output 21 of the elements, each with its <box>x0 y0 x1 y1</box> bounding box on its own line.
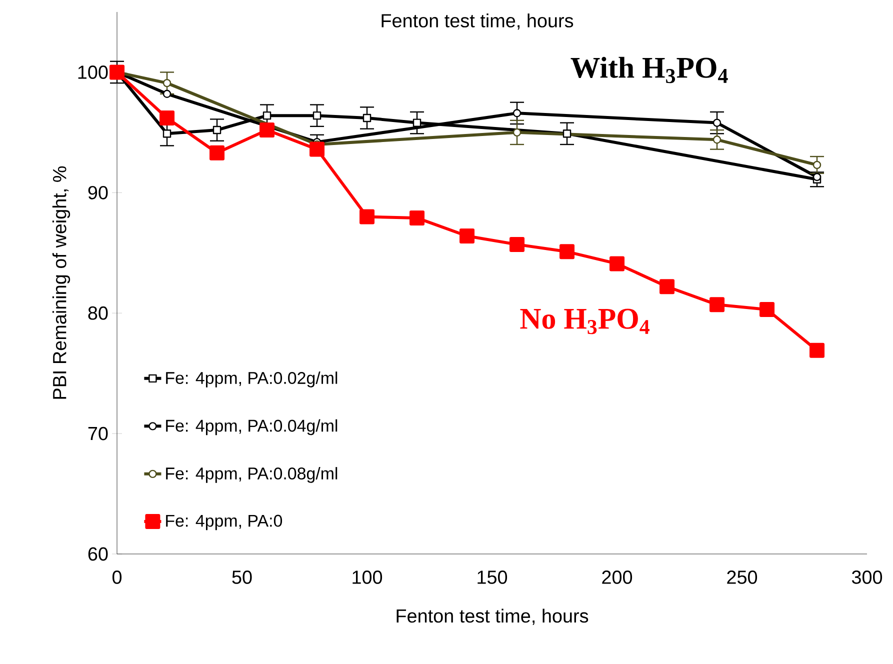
y-tick-label: 100 <box>78 66 108 79</box>
annotation: No H$_{3}$PO$_{4}$ <box>520 308 650 334</box>
y-tick-label: 80 <box>88 306 108 320</box>
x-tick-label: 300 <box>852 570 882 584</box>
y-tick-label: 70 <box>88 426 108 440</box>
annotation: With H$_{3}$PO$_{4}$ <box>570 56 728 84</box>
y-axis-title: PBI Remaining of weight, % <box>52 166 70 399</box>
legend-label: Fe: 4ppm, PA:0.08g/ml <box>166 467 338 483</box>
x-tick-label: 50 <box>232 570 252 584</box>
x-tick-label: 150 <box>478 570 508 584</box>
chart-title: Fenton test time, hours <box>382 14 574 30</box>
legend-label: Fe: 4ppm, PA:0.04g/ml <box>166 419 338 436</box>
x-axis-title: Fenton test time, hours <box>396 608 588 625</box>
x-tick-label: 100 <box>352 570 382 584</box>
y-tick-label: 90 <box>88 186 108 200</box>
x-tick-label: 200 <box>602 570 632 584</box>
legend-label: Fe: 4ppm, PA:0.02g/ml <box>166 372 338 388</box>
x-tick-label: 0 <box>112 570 122 584</box>
x-tick-label: 250 <box>727 570 758 584</box>
y-tick-label: 60 <box>88 547 108 561</box>
legend-label: Fe: 4ppm, PA:0 <box>166 514 282 530</box>
